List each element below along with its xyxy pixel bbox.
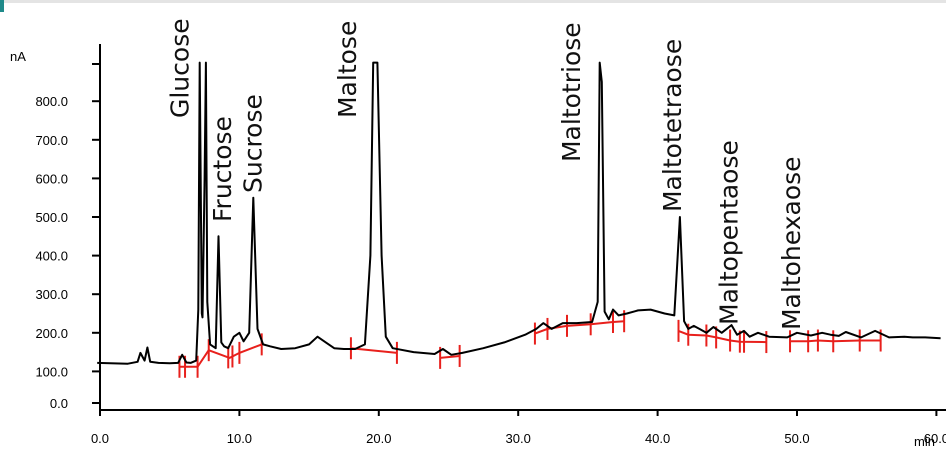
y-tick-label: 0.0 <box>50 396 68 411</box>
peak-label-maltohexaose: Maltohexaose <box>777 156 806 330</box>
signal-layer <box>97 61 941 365</box>
y-tick-label: 800.0 <box>35 94 68 109</box>
y-tick-label: 500.0 <box>35 210 68 225</box>
y-tick-label: 200.0 <box>35 326 68 341</box>
x-tick-label: 50.0 <box>784 431 809 446</box>
top-bar-accent <box>0 0 4 12</box>
peak-label-maltotetraose: Maltotetraose <box>658 39 687 212</box>
baseline-segment <box>534 320 625 335</box>
labels-layer: Glucose Fructose Sucrose Maltose Maltotriose… <box>165 18 806 330</box>
baseline-segment <box>440 355 460 359</box>
peak-label-maltotriose: Maltotriose <box>557 22 586 162</box>
y-tick-label: 600.0 <box>35 171 68 186</box>
x-tick-label: 20.0 <box>366 431 391 446</box>
y-tick-label: 100.0 <box>35 364 68 379</box>
baseline-segment <box>790 339 881 343</box>
x-tick-label: 60.0 <box>924 431 946 446</box>
x-tick-label: 30.0 <box>506 431 531 446</box>
peak-label-maltopentaose: Maltopentaose <box>714 140 743 325</box>
peak-label-glucose: Glucose <box>165 18 194 118</box>
x-axis-unit-label: min <box>914 434 935 449</box>
x-tick-label: 0.0 <box>91 431 109 446</box>
signal-trace <box>97 61 941 365</box>
baseline-layer <box>178 310 882 378</box>
y-tick-label: 300.0 <box>35 287 68 302</box>
x-tick-label: 40.0 <box>645 431 670 446</box>
baseline-segment <box>350 347 398 354</box>
y-tick-label: 700.0 <box>35 133 68 148</box>
baseline-segment <box>179 343 263 368</box>
x-tick-label: 10.0 <box>227 431 252 446</box>
top-bar <box>0 0 946 3</box>
y-axis-unit-label: nA <box>10 49 26 64</box>
y-tick-label: 400.0 <box>35 249 68 264</box>
peak-label-fructose: Fructose <box>208 116 237 222</box>
peak-label-maltose: Maltose <box>333 21 362 118</box>
peak-label-sucrose: Sucrose <box>238 94 267 193</box>
axes: 0.0 100.0 200.0 300.0 400.0 500.0 600.0 700.0 80… <box>35 44 946 446</box>
